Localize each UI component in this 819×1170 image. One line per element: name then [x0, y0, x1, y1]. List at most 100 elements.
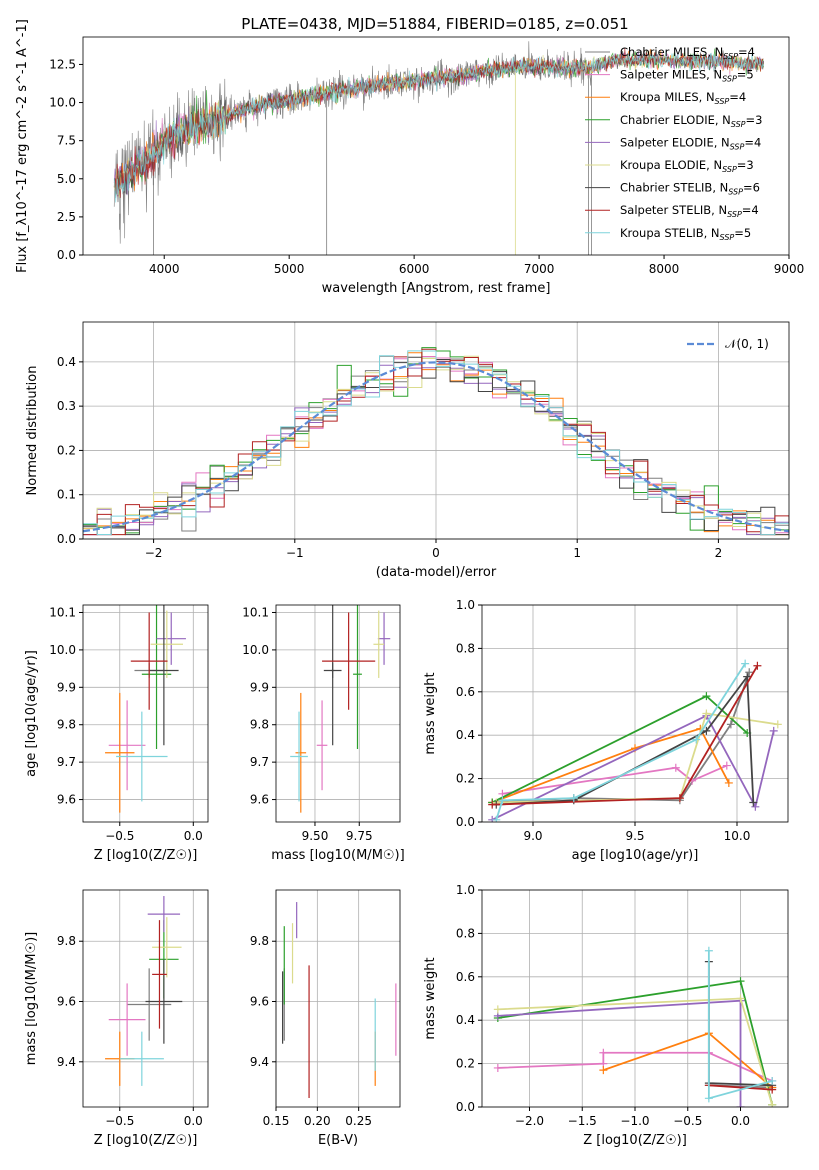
- plot-mass_vs_ebv: 0.15 0.20 0.25 9.4 9.6 9.8 E(B-V): [250, 889, 401, 1148]
- mass-weight-marker: [675, 794, 684, 803]
- y-tick-label: 10.0: [49, 643, 76, 657]
- x-axis-label: (data-model)/error: [376, 565, 497, 580]
- x-tick-label: 7000: [524, 262, 555, 276]
- y-tick-label: 0.0: [456, 1100, 475, 1114]
- mass-weight-marker: [743, 672, 752, 681]
- y-tick-label: 0.8: [456, 641, 475, 655]
- normal-curve-line: [83, 361, 789, 533]
- plot-area: [105, 896, 183, 1086]
- x-tick-label: 4000: [149, 262, 180, 276]
- mass-weight-line: [491, 714, 775, 821]
- plot-age_vs_Z: −0.5 0.0 9.6 9.7 9.8 9.9 10.0 10.1 Z [log10(Z/Z☉…: [24, 604, 209, 863]
- histogram-series: [83, 350, 789, 539]
- mass-weight-marker: [773, 720, 782, 729]
- mass-weight-marker: [671, 763, 680, 772]
- mass-weight-marker: [745, 668, 754, 677]
- x-axis-label: Z [log10(Z/Z☉)]: [583, 1133, 687, 1148]
- y-tick-label: 9.8: [250, 718, 269, 732]
- plot-area: [282, 902, 397, 1098]
- axes-frame: [275, 889, 401, 1108]
- mass-weight-marker: [768, 1076, 777, 1085]
- x-tick-label: 9.5: [625, 829, 644, 843]
- mass-weight-marker: [704, 1094, 713, 1103]
- x-tick-label: −1: [286, 546, 304, 560]
- y-tick-label: 9.9: [57, 680, 76, 694]
- mass-weight-marker: [498, 796, 507, 805]
- legend-entry: Salpeter ELODIE, NSSP=4: [620, 135, 761, 151]
- mass-weight-marker: [741, 659, 750, 668]
- x-tick-label: 0.0: [184, 829, 203, 843]
- x-tick-label: −0.5: [105, 829, 134, 843]
- x-tick-label: 9000: [774, 262, 805, 276]
- y-tick-label: 1.0: [456, 883, 475, 897]
- mass-weight-marker: [488, 800, 497, 809]
- y-axis-label: mass weight: [423, 672, 438, 754]
- y-tick-label: 12.5: [49, 57, 76, 71]
- mass-weight-marker: [769, 726, 778, 735]
- plot-area: [493, 946, 777, 1107]
- mass-weight-line: [502, 764, 728, 795]
- x-tick-label: −2.0: [515, 1114, 544, 1128]
- y-axis-label: mass [log10(M/M☉)]: [24, 932, 39, 1065]
- x-tick-label: 0: [432, 546, 440, 560]
- plot-area: [83, 347, 789, 539]
- y-tick-label: 9.8: [250, 934, 269, 948]
- y-tick-label: 9.4: [57, 1055, 76, 1069]
- mass-weight-marker: [493, 1063, 502, 1072]
- y-tick-label: 2.5: [57, 210, 76, 224]
- y-tick-label: 10.0: [49, 96, 76, 110]
- plot-mass_vs_Z: −0.5 0.0 9.4 9.6 9.8 Z [log10(Z/Z☉)] mass [log…: [24, 889, 209, 1148]
- mass-weight-line: [497, 999, 742, 1107]
- plot-residuals: −2 −1 0 1 2 0.0 0.1 0.2 0.3 0.4 (data-model)/error…: [25, 321, 790, 580]
- axes-frame: [275, 604, 401, 823]
- x-axis-label: E(B-V): [318, 1133, 358, 1148]
- y-tick-label: 0.2: [456, 772, 475, 786]
- mass-weight-line: [491, 727, 730, 804]
- x-tick-label: −2: [145, 546, 163, 560]
- x-tick-label: 0.15: [263, 1114, 290, 1128]
- x-tick-label: 9.75: [346, 829, 373, 843]
- y-tick-label: 0.0: [456, 815, 475, 829]
- mass-weight-marker: [702, 709, 711, 718]
- mass-weight-line: [496, 712, 778, 804]
- mass-weight-marker: [493, 1005, 502, 1014]
- spectrum-legend: Chabrier MILES, NSSP=4 Salpeter MILES, NS…: [585, 45, 762, 242]
- x-axis-label: age [log10(age/yr)]: [572, 848, 699, 863]
- y-tick-label: 0.8: [456, 926, 475, 940]
- mass-weight-marker: [599, 1066, 608, 1075]
- y-tick-label: 0.1: [57, 488, 76, 502]
- x-tick-label: −0.5: [105, 1114, 134, 1128]
- mass-weight-marker: [768, 1100, 777, 1107]
- legend-entry: Salpeter STELIB, NSSP=4: [620, 203, 759, 219]
- y-tick-label: 9.8: [57, 934, 76, 948]
- y-tick-label: 5.0: [57, 172, 76, 186]
- y-axis-label: Flux [f_λ10^-17 erg cm^-2 s^-1 A^-1]: [15, 19, 30, 273]
- y-tick-label: 0.6: [456, 685, 475, 699]
- mass-weight-marker: [751, 802, 760, 811]
- x-tick-label: 0.0: [731, 1114, 750, 1128]
- plot-area: [113, 41, 764, 255]
- legend-entry: Kroupa MILES, NSSP=4: [620, 90, 746, 106]
- y-tick-label: 0.2: [57, 443, 76, 457]
- mass-weight-marker: [753, 661, 762, 670]
- plot-mass_weight_vs_Z: −2.0 −1.5 −1.0 −0.5 0.0 0.0 0.2 0.4 0.6 0.8 1.0 Z […: [423, 883, 789, 1148]
- x-axis-label: wavelength [Angstrom, rest frame]: [322, 281, 551, 296]
- y-axis-label: age [log10(age/yr)]: [24, 650, 39, 777]
- y-tick-label: 9.7: [250, 755, 269, 769]
- mass-weight-marker: [692, 735, 701, 744]
- legend-entry: 𝒩(0, 1): [725, 337, 769, 351]
- axes-frame: [82, 889, 209, 1108]
- y-tick-label: 0.0: [57, 248, 76, 262]
- plot-area: [488, 659, 782, 822]
- y-axis-label: mass weight: [423, 957, 438, 1039]
- y-tick-label: 10.1: [242, 605, 269, 619]
- y-tick-label: 9.6: [250, 995, 269, 1009]
- y-tick-label: 0.4: [456, 728, 475, 742]
- x-tick-label: 1: [573, 546, 581, 560]
- x-tick-label: 0.20: [304, 1114, 331, 1128]
- figure-title: PLATE=0438, MJD=51884, FIBERID=0185, z=0…: [241, 15, 628, 33]
- mass-weight-marker: [736, 977, 745, 986]
- x-axis-label: Z [log10(Z/Z☉)]: [94, 1133, 198, 1148]
- x-tick-label: 0.25: [345, 1114, 372, 1128]
- x-tick-label: −1.0: [620, 1114, 649, 1128]
